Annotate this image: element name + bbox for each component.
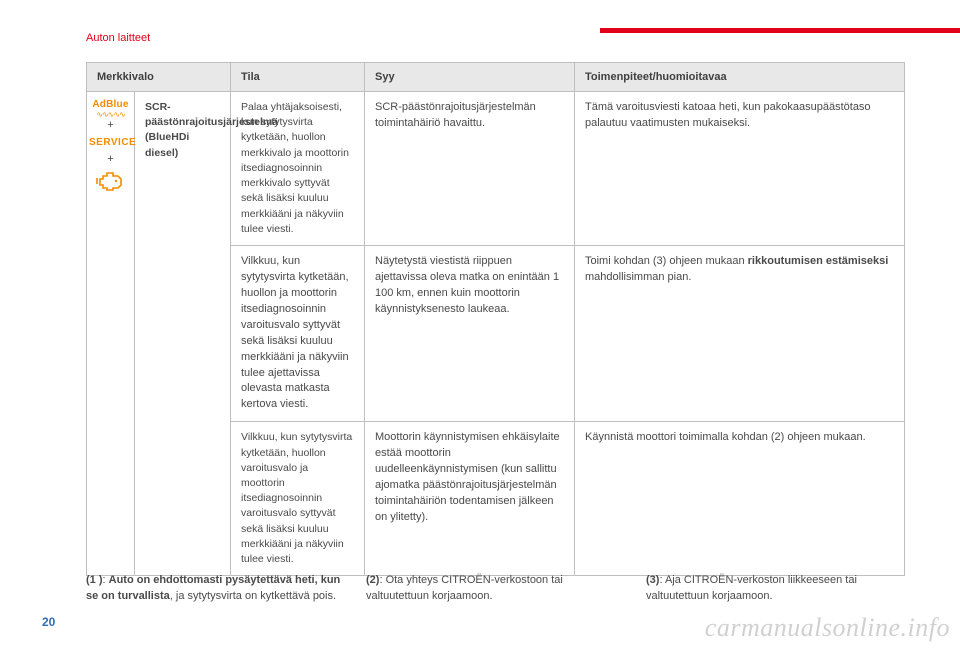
footnote-3: (3): Aja CITROËN-verkoston liikkeeseen t…: [646, 573, 904, 605]
th-syy: Syy: [365, 63, 575, 92]
th-merkkivalo: Merkkivalo: [87, 63, 231, 92]
adblue-wave-icon: ∿∿∿∿∿: [89, 113, 132, 116]
footnote-2-num: (2): [366, 574, 379, 586]
toimenpiteet-cell: Toimi kohdan (3) ohjeen mukaan rikkoutum…: [575, 245, 905, 421]
table: Merkkivalo Tila Syy Toimenpiteet/huomioi…: [86, 62, 905, 576]
footnotes: (1 ): Auto on ehdottomasti pysäytettävä …: [86, 573, 904, 605]
tila-cell: Vilkkuu, kun sytytysvirta kytketään, huo…: [231, 245, 365, 421]
footnote-1-rest: , ja sytytysvirta on kytkettävä pois.: [170, 590, 336, 602]
service-icon: SERVICE: [89, 136, 132, 151]
toimenpiteet-cell: Tämä varoitusviesti katoaa heti, kun pak…: [575, 92, 905, 246]
table-header-row: Merkkivalo Tila Syy Toimenpiteet/huomioi…: [87, 63, 905, 92]
table-row: AdBlue ∿∿∿∿∿ + SERVICE +: [87, 92, 905, 246]
footnote-1-num: (1 ): [86, 574, 103, 586]
plus-icon: +: [89, 152, 132, 168]
syy-cell: Näytetystä viestistä riippuen ajettaviss…: [365, 245, 575, 421]
tila-cell: Palaa yhtäjaksoisesti, kun sytytysvirta …: [231, 92, 365, 246]
th-tila: Tila: [231, 63, 365, 92]
warning-table: Merkkivalo Tila Syy Toimenpiteet/huomioi…: [86, 62, 904, 576]
indicator-icons-cell: AdBlue ∿∿∿∿∿ + SERVICE +: [87, 92, 135, 576]
toimenpiteet-text-c: mahdollisimman pian.: [585, 271, 691, 283]
footnote-2-text: : Ota yhteys CITROËN-verkostoon tai valt…: [366, 574, 563, 602]
indicator-label-subtitle: (BlueHDi diesel): [145, 131, 189, 158]
footnote-3-num: (3): [646, 574, 659, 586]
toimenpiteet-text-b: rikkoutumisen estämiseksi: [748, 255, 889, 267]
watermark: carmanualsonline.info: [705, 613, 950, 643]
footnote-3-text: : Aja CITROËN-verkoston liikkeeseen tai …: [646, 574, 857, 602]
th-toimenpiteet: Toimenpiteet/huomioitavaa: [575, 63, 905, 92]
page-number: 20: [42, 615, 55, 629]
syy-cell: Moottorin käynnistymisen ehkäisylaite es…: [365, 422, 575, 576]
plus-icon: +: [89, 118, 132, 134]
section-title: Auton laitteet: [86, 32, 150, 44]
page: Auton laitteet Merkkivalo Tila Syy Toime…: [0, 0, 960, 649]
syy-cell: SCR-päästönrajoitusjärjestelmän toiminta…: [365, 92, 575, 246]
tila-cell: Vilkkuu, kun sytytysvirta kytketään, huo…: [231, 422, 365, 576]
toimenpiteet-text-a: Toimi kohdan (3) ohjeen mukaan: [585, 255, 748, 267]
footnote-2: (2): Ota yhteys CITROËN-verkostoon tai v…: [366, 573, 624, 605]
indicator-label-cell: SCR-päästönrajoitusjärjestelmä (BlueHDi …: [135, 92, 231, 576]
toimenpiteet-cell: Käynnistä moottori toimimalla kohdan (2)…: [575, 422, 905, 576]
engine-icon: [96, 170, 126, 192]
header-red-bar: [600, 28, 960, 33]
footnote-1: (1 ): Auto on ehdottomasti pysäytettävä …: [86, 573, 344, 605]
